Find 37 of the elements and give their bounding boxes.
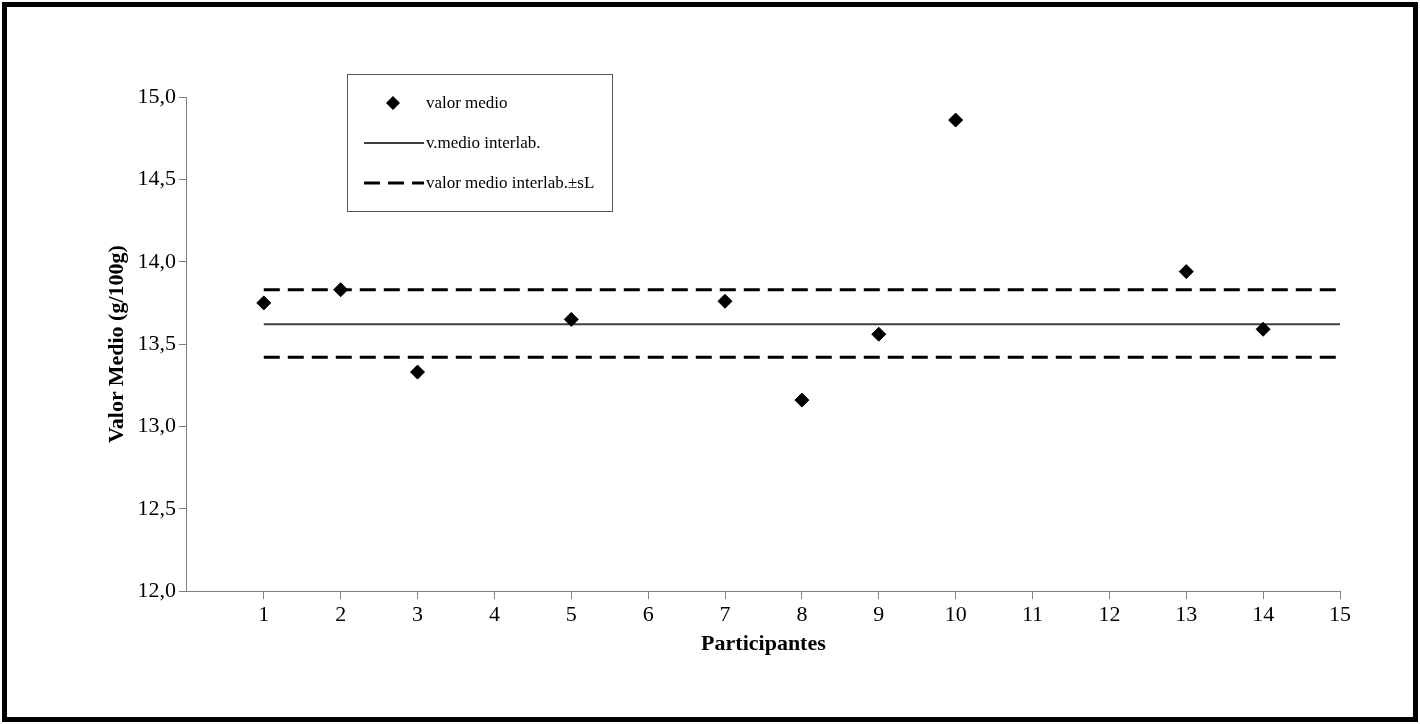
point [333, 282, 349, 298]
y-axis-title: Valor Medio (g/100g) [102, 245, 128, 444]
x-axis-title: Participantes [701, 630, 827, 656]
point [256, 295, 272, 311]
point [563, 311, 579, 327]
x-tick-label: 5 [565, 601, 577, 627]
point [948, 112, 964, 128]
x-tick-label: 13 [1175, 601, 1198, 627]
y-tick-label: 12,0 [137, 576, 176, 602]
legend-label: v.medio interlab. [425, 133, 541, 153]
x-tick-label: 10 [944, 601, 967, 627]
point [717, 293, 733, 309]
x-tick-label: 11 [1021, 601, 1044, 627]
legend-label: valor medio interlab.±sL [425, 173, 595, 193]
y-tick-label: 14,5 [137, 165, 176, 191]
y-tick-label: 13,5 [137, 329, 176, 355]
x-tick-label: 14 [1252, 601, 1275, 627]
x-tick-label: 9 [873, 601, 885, 627]
point [871, 326, 887, 342]
x-tick-label: 8 [796, 601, 808, 627]
x-tick-label: 15 [1329, 601, 1351, 627]
legend-label: valor medio [425, 93, 508, 113]
y-tick-label: 14,0 [137, 247, 176, 273]
y-tick-label: 13,0 [137, 412, 176, 438]
x-tick-label: 1 [258, 601, 270, 627]
x-tick-label: 7 [719, 601, 731, 627]
y-tick-label: 15,0 [137, 82, 176, 108]
point [1178, 264, 1194, 280]
x-tick-label: 3 [412, 601, 424, 627]
point [1255, 321, 1271, 337]
point [794, 392, 810, 408]
x-tick-label: 4 [488, 601, 500, 627]
y-tick-label: 12,5 [137, 494, 176, 520]
x-tick-label: 2 [335, 601, 347, 627]
x-tick-label: 12 [1098, 601, 1121, 627]
point [410, 364, 426, 380]
x-tick-label: 6 [642, 601, 654, 627]
